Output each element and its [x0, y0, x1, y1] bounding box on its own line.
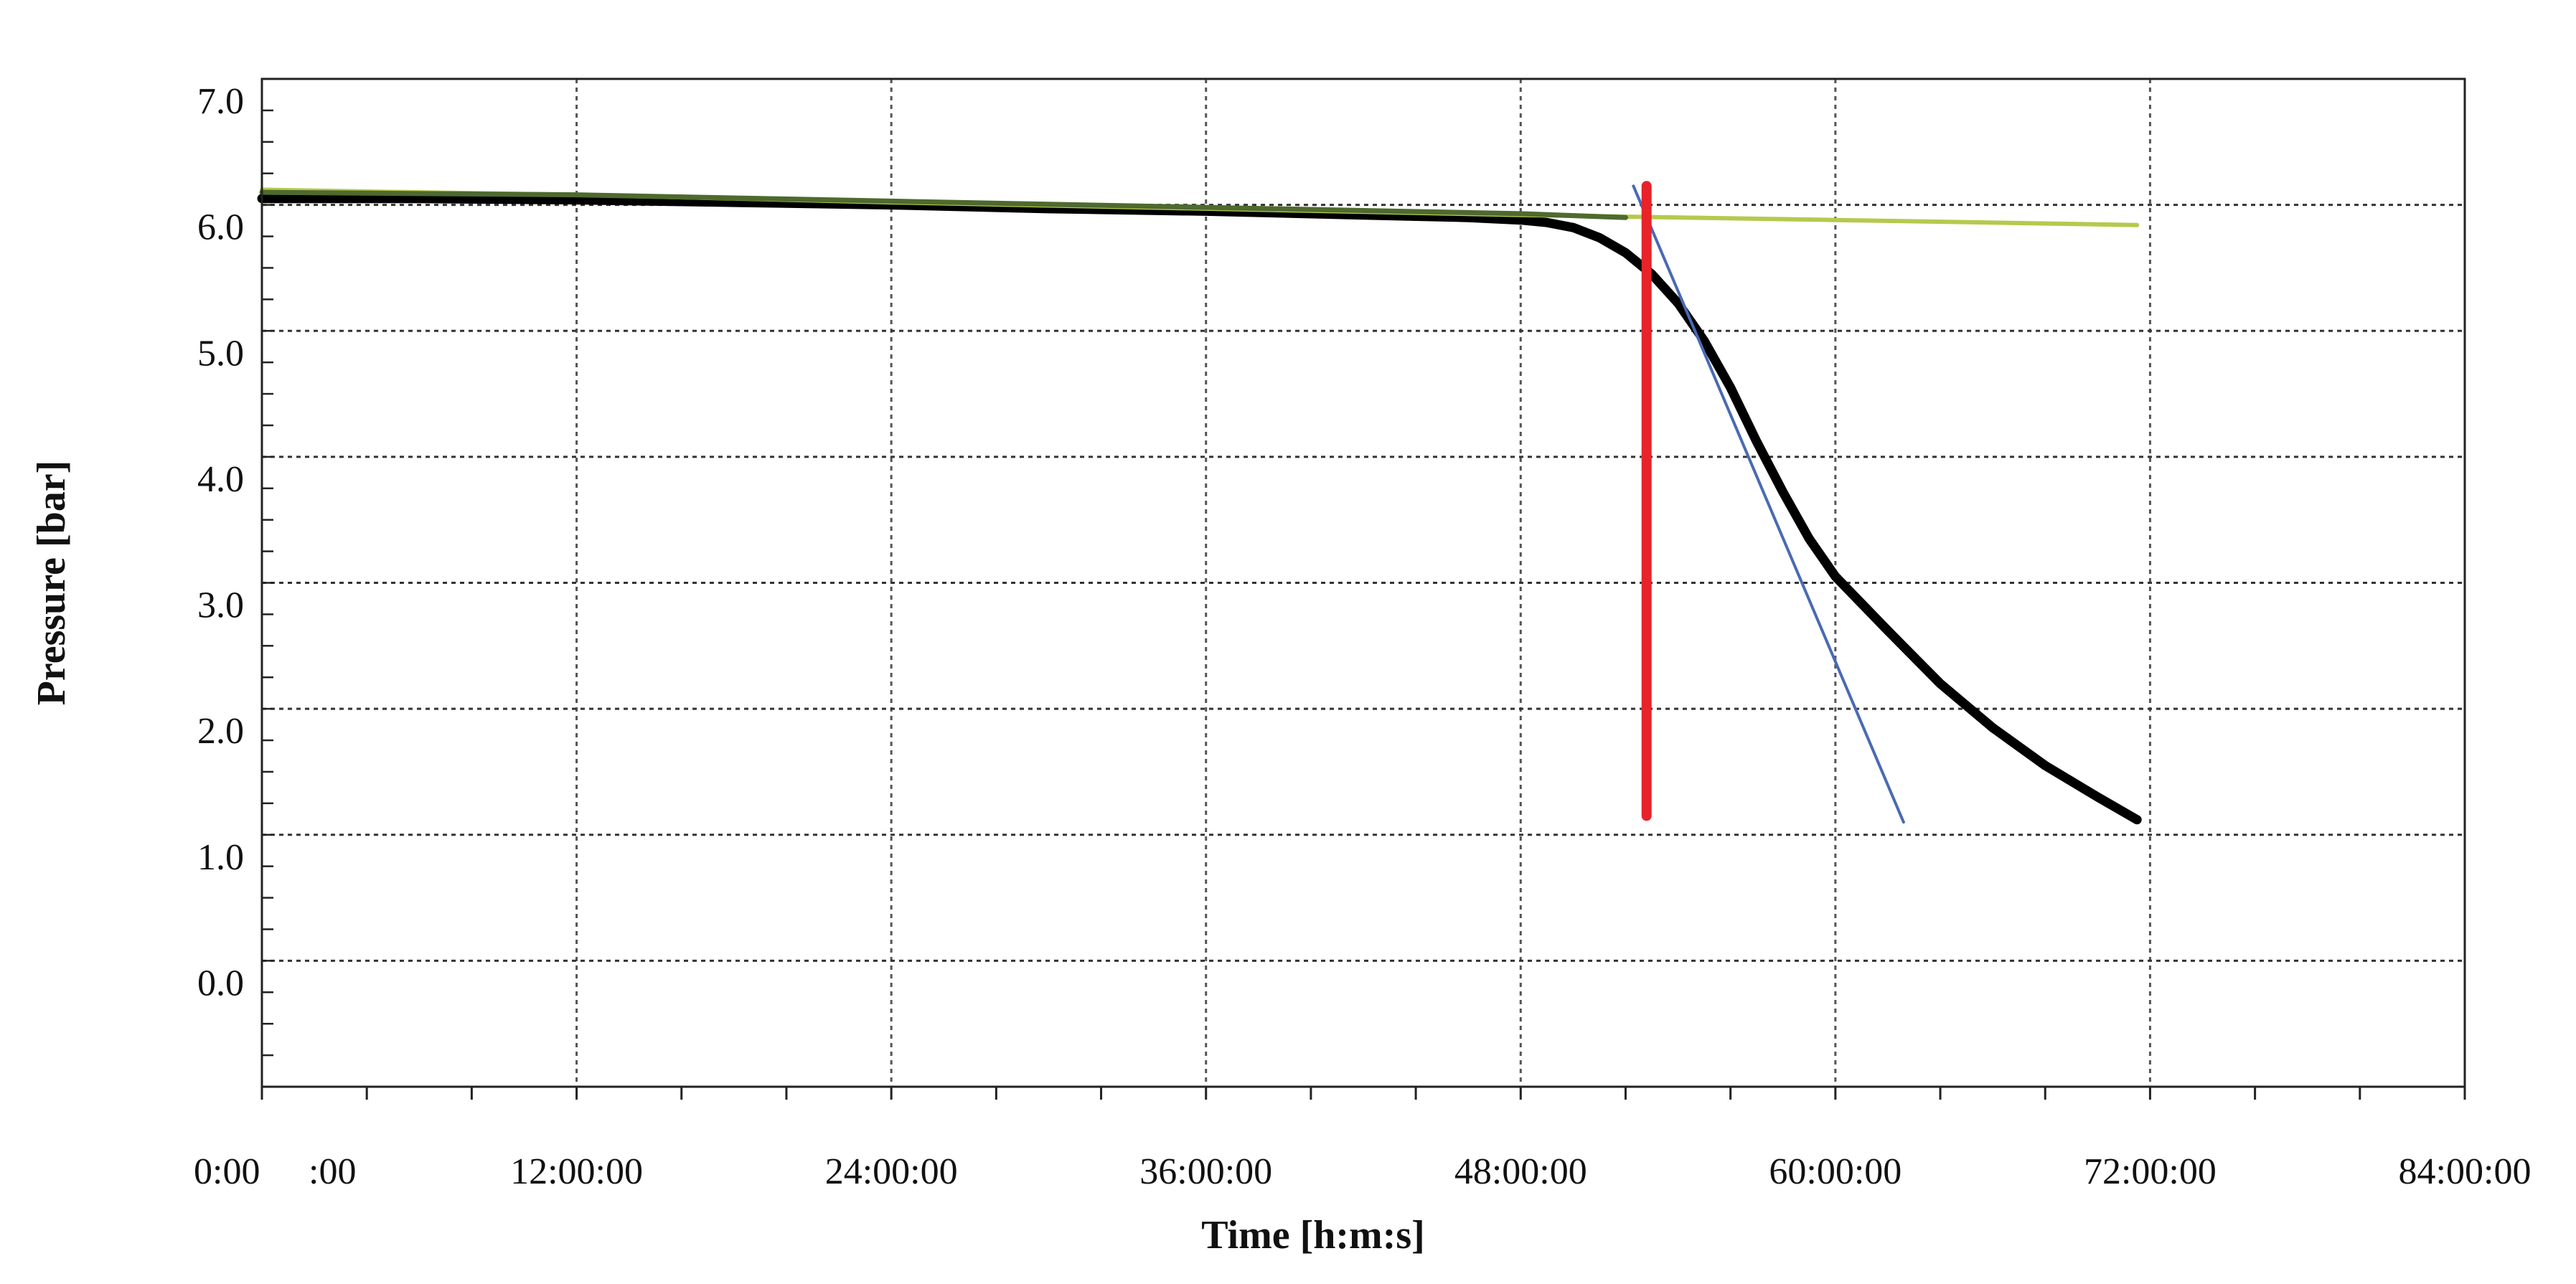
y-tick-label-2: 2.0 — [197, 711, 244, 752]
y-tick-label-7: 7.0 — [197, 81, 244, 122]
data-series — [257, 181, 2142, 825]
y-tick-label-4: 4.0 — [197, 459, 244, 500]
x-tick-label-4: 36:00:00 — [1139, 1151, 1272, 1192]
x-axis-title: Time [h:m:s] — [1201, 1213, 1425, 1257]
y-axis-title: Pressure [bar] — [29, 461, 74, 706]
x-tick-label-6: 60:00:00 — [1769, 1151, 1902, 1192]
series-tangent-line — [1632, 184, 1905, 824]
x-tick-labels: 0:00 :00 12:00:00 24:00:00 36:00:00 48:00:00 6… — [194, 1151, 2531, 1192]
x-tick-label-1: :00 — [309, 1151, 356, 1192]
x-tick-label-8: 84:00:00 — [2399, 1151, 2532, 1192]
y-tick-label-6: 6.0 — [197, 207, 244, 248]
x-tick-label-3: 24:00:00 — [825, 1151, 958, 1192]
x-tick-label-7: 72:00:00 — [2084, 1151, 2217, 1192]
x-tick-label-2: 12:00:00 — [510, 1151, 643, 1192]
y-tick-label-3: 3.0 — [197, 585, 244, 626]
series-early-fit-line — [259, 189, 1628, 220]
series-pressure-line — [257, 194, 2142, 825]
y-tick-labels: 0.0 1.0 2.0 3.0 4.0 5.0 6.0 7.0 — [197, 81, 244, 1004]
y-tick-label-1: 1.0 — [197, 837, 244, 878]
y-tick-label-5: 5.0 — [197, 333, 244, 374]
x-tick-label-5: 48:00:00 — [1454, 1151, 1587, 1192]
y-tick-label-0: 0.0 — [197, 963, 244, 1004]
x-tick-label-0: 0:00 — [194, 1151, 260, 1192]
grid-lines — [262, 79, 2465, 1087]
axis-minor-ticks — [260, 77, 2466, 1100]
